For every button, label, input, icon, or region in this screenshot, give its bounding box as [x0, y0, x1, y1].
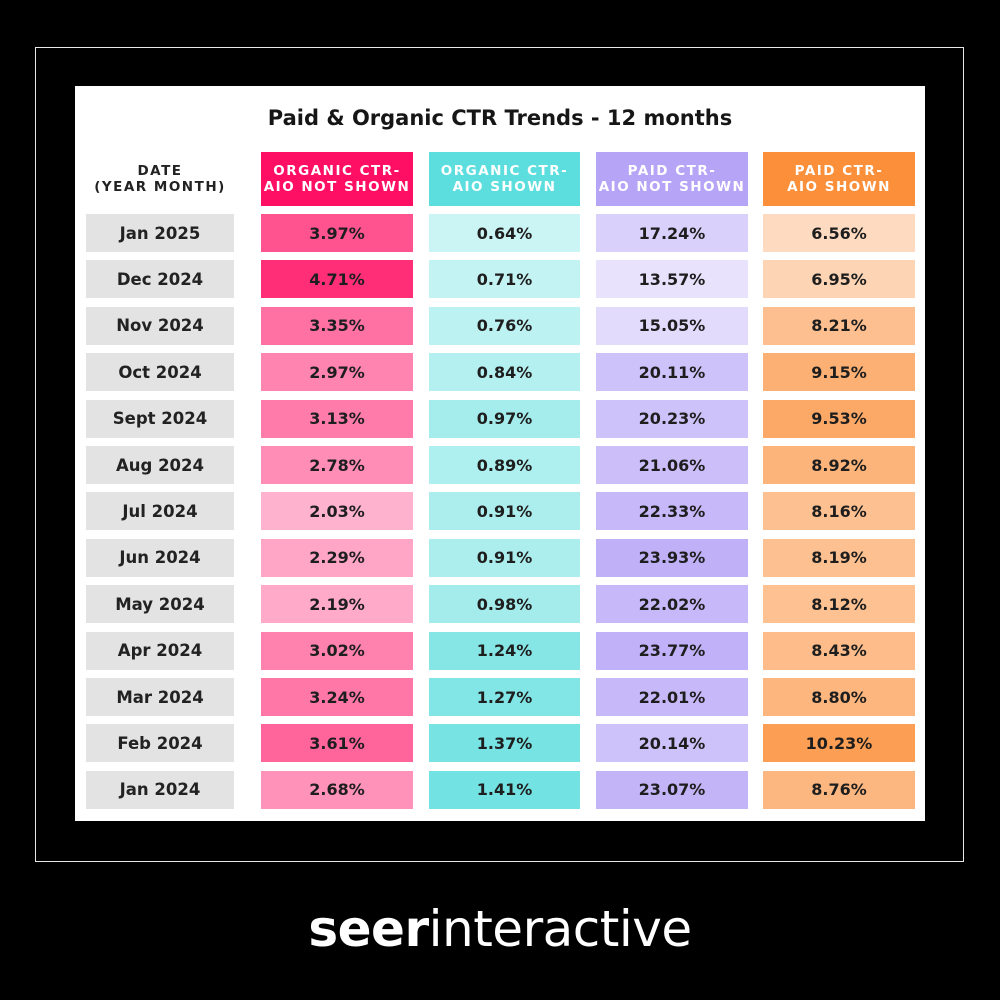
- date-cell: Mar 2024: [86, 678, 234, 716]
- organic-ctr-aio-shown-cell: 0.98%: [429, 585, 580, 624]
- date-cell: Nov 2024: [86, 306, 234, 345]
- date-cell: Jul 2024: [86, 492, 234, 531]
- paid-ctr-aio-not-shown-cell: 23.93%: [596, 538, 748, 577]
- paid-ctr-aio-not-shown-cell: 22.01%: [596, 678, 748, 716]
- date-cell: Aug 2024: [86, 446, 234, 484]
- date-cell: Dec 2024: [86, 260, 234, 299]
- organic-ctr-aio-not-shown-cell: 2.78%: [261, 446, 413, 484]
- organic-ctr-aio-not-shown-cell: 2.19%: [261, 585, 413, 624]
- header-paid-ctr-aio-shown: PAID CTR- AIO SHOWN: [763, 152, 915, 206]
- organic-ctr-aio-shown-cell: 0.91%: [429, 538, 580, 577]
- outer-frame: [35, 47, 964, 862]
- organic-ctr-aio-shown-cell: 0.71%: [429, 260, 580, 299]
- paid-ctr-aio-shown-cell: 8.21%: [763, 306, 915, 345]
- seer-interactive-logo: seerinteractive: [0, 900, 1000, 958]
- paid-ctr-aio-not-shown-cell: 22.02%: [596, 585, 748, 624]
- organic-ctr-aio-not-shown-cell: 3.35%: [261, 306, 413, 345]
- paid-ctr-aio-not-shown-cell: 21.06%: [596, 446, 748, 484]
- paid-ctr-aio-shown-cell: 8.12%: [763, 585, 915, 624]
- organic-ctr-aio-not-shown-cell: 3.97%: [261, 214, 413, 252]
- paid-ctr-aio-shown-cell: 9.15%: [763, 353, 915, 392]
- organic-ctr-aio-not-shown-cell: 4.71%: [261, 260, 413, 299]
- header-paid-ctr-aio-not-shown: PAID CTR- AIO NOT SHOWN: [596, 152, 748, 206]
- paid-ctr-aio-shown-cell: 8.16%: [763, 492, 915, 531]
- paid-ctr-aio-shown-cell: 6.56%: [763, 214, 915, 252]
- organic-ctr-aio-shown-cell: 0.64%: [429, 214, 580, 252]
- paid-ctr-aio-shown-cell: 8.43%: [763, 631, 915, 670]
- organic-ctr-aio-not-shown-cell: 2.03%: [261, 492, 413, 531]
- date-cell: May 2024: [86, 585, 234, 624]
- organic-ctr-aio-shown-cell: 1.37%: [429, 724, 580, 763]
- paid-ctr-aio-shown-cell: 8.19%: [763, 538, 915, 577]
- paid-ctr-aio-shown-cell: 6.95%: [763, 260, 915, 299]
- date-cell: Jan 2025: [86, 214, 234, 252]
- paid-ctr-aio-not-shown-cell: 13.57%: [596, 260, 748, 299]
- paid-ctr-aio-not-shown-cell: 15.05%: [596, 306, 748, 345]
- paid-ctr-aio-not-shown-cell: 20.23%: [596, 399, 748, 438]
- header-organic-ctr-aio-shown: ORGANIC CTR- AIO SHOWN: [429, 152, 580, 206]
- table-title: Paid & Organic CTR Trends - 12 months: [267, 106, 733, 130]
- date-cell: Apr 2024: [86, 631, 234, 670]
- organic-ctr-aio-not-shown-cell: 2.29%: [261, 538, 413, 577]
- paid-ctr-aio-not-shown-cell: 20.14%: [596, 724, 748, 763]
- organic-ctr-aio-not-shown-cell: 2.97%: [261, 353, 413, 392]
- date-cell: Feb 2024: [86, 724, 234, 763]
- paid-ctr-aio-not-shown-cell: 22.33%: [596, 492, 748, 531]
- organic-ctr-aio-shown-cell: 0.84%: [429, 353, 580, 392]
- date-cell: Oct 2024: [86, 353, 234, 392]
- organic-ctr-aio-shown-cell: 1.41%: [429, 770, 580, 809]
- organic-ctr-aio-shown-cell: 0.91%: [429, 492, 580, 531]
- organic-ctr-aio-not-shown-cell: 2.68%: [261, 770, 413, 809]
- date-cell: Jan 2024: [86, 770, 234, 809]
- organic-ctr-aio-not-shown-cell: 3.02%: [261, 631, 413, 670]
- organic-ctr-aio-shown-cell: 0.76%: [429, 306, 580, 345]
- paid-ctr-aio-not-shown-cell: 20.11%: [596, 353, 748, 392]
- paid-ctr-aio-shown-cell: 8.76%: [763, 770, 915, 809]
- organic-ctr-aio-shown-cell: 1.24%: [429, 631, 580, 670]
- organic-ctr-aio-not-shown-cell: 3.13%: [261, 399, 413, 438]
- paid-ctr-aio-shown-cell: 8.92%: [763, 446, 915, 484]
- date-cell: Jun 2024: [86, 538, 234, 577]
- logo-seer: seer: [308, 900, 429, 958]
- paid-ctr-aio-shown-cell: 8.80%: [763, 678, 915, 716]
- header-organic-ctr-aio-not-shown: ORGANIC CTR- AIO NOT SHOWN: [261, 152, 413, 206]
- paid-ctr-aio-shown-cell: 10.23%: [763, 724, 915, 763]
- paid-ctr-aio-not-shown-cell: 17.24%: [596, 214, 748, 252]
- logo-interactive: interactive: [428, 900, 692, 958]
- paid-ctr-aio-shown-cell: 9.53%: [763, 399, 915, 438]
- paid-ctr-aio-not-shown-cell: 23.77%: [596, 631, 748, 670]
- organic-ctr-aio-not-shown-cell: 3.61%: [261, 724, 413, 763]
- paid-ctr-aio-not-shown-cell: 23.07%: [596, 770, 748, 809]
- organic-ctr-aio-not-shown-cell: 3.24%: [261, 678, 413, 716]
- organic-ctr-aio-shown-cell: 1.27%: [429, 678, 580, 716]
- header-date-column: DATE (YEAR MONTH): [94, 163, 226, 195]
- ctr-table-panel: Paid & Organic CTR Trends - 12 months DA…: [75, 86, 925, 821]
- organic-ctr-aio-shown-cell: 0.89%: [429, 446, 580, 484]
- organic-ctr-aio-shown-cell: 0.97%: [429, 399, 580, 438]
- date-cell: Sept 2024: [86, 399, 234, 438]
